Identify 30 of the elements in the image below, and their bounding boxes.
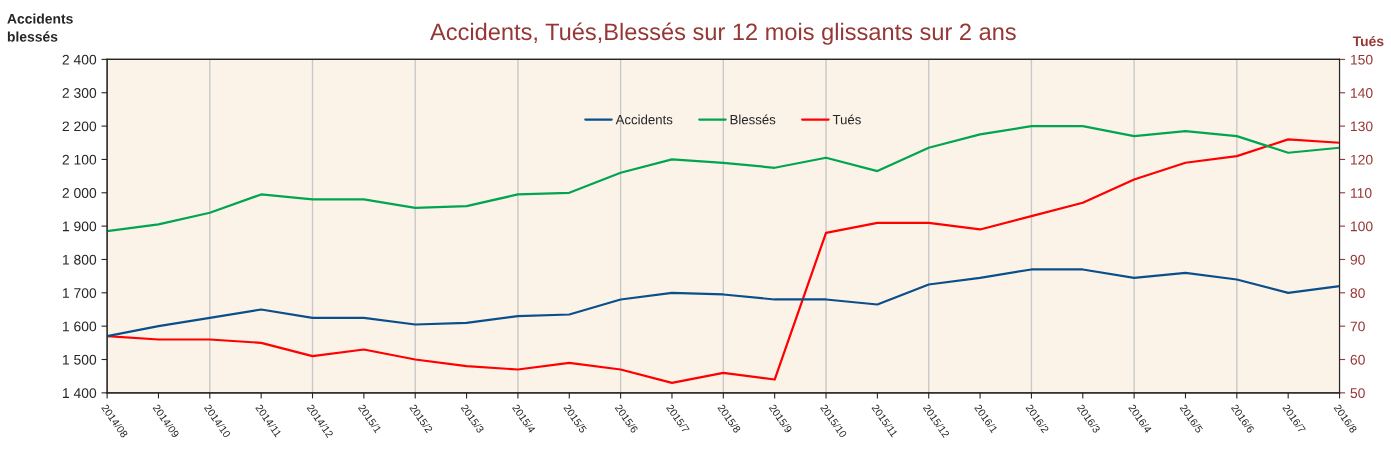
legend-label: Accidents xyxy=(615,114,673,125)
y-tick-label: 2 200 xyxy=(62,121,97,132)
y-tick-label: 2 400 xyxy=(62,54,97,65)
y2-tick-label: 120 xyxy=(1351,154,1373,165)
y-tick-label: 2 000 xyxy=(62,188,97,198)
y2-tick-label: 130 xyxy=(1351,121,1373,132)
y-tick-label: 1 800 xyxy=(63,254,97,265)
line-series xyxy=(107,124,1340,233)
y2-tick-label: 70 xyxy=(1350,321,1365,332)
y-tick-label: 1 500 xyxy=(63,354,97,365)
y-tick-label: 1 900 xyxy=(63,221,97,232)
y2-tick-label: 60 xyxy=(1350,354,1365,365)
y-tick-label: 1 400 xyxy=(63,388,97,399)
legend-label: Tués xyxy=(832,114,861,125)
y2-axis-title: Tués xyxy=(1352,35,1384,47)
y-tick-label: 2 100 xyxy=(62,154,97,165)
y2-tick-label: 150 xyxy=(1351,54,1373,65)
line-series xyxy=(107,268,1340,338)
y-axis-title: Accidents blessés xyxy=(7,13,73,42)
y2-tick-label: 90 xyxy=(1350,254,1365,265)
y-tick-label: 2 300 xyxy=(62,88,97,98)
y2-tick-label: 140 xyxy=(1351,88,1373,98)
y2-tick-label: 80 xyxy=(1350,288,1365,298)
y-tick-label: 1 700 xyxy=(63,288,97,298)
y-tick-label: 1 600 xyxy=(63,321,97,332)
y2-tick-label: 100 xyxy=(1351,221,1373,232)
y2-tick-label: 50 xyxy=(1350,388,1365,399)
chart-title: Accidents, Tués,Blessés sur 12 mois glissants sur 2 ans xyxy=(430,22,1016,45)
legend-label: Blessés xyxy=(730,114,776,125)
y2-tick-label: 110 xyxy=(1351,188,1372,198)
